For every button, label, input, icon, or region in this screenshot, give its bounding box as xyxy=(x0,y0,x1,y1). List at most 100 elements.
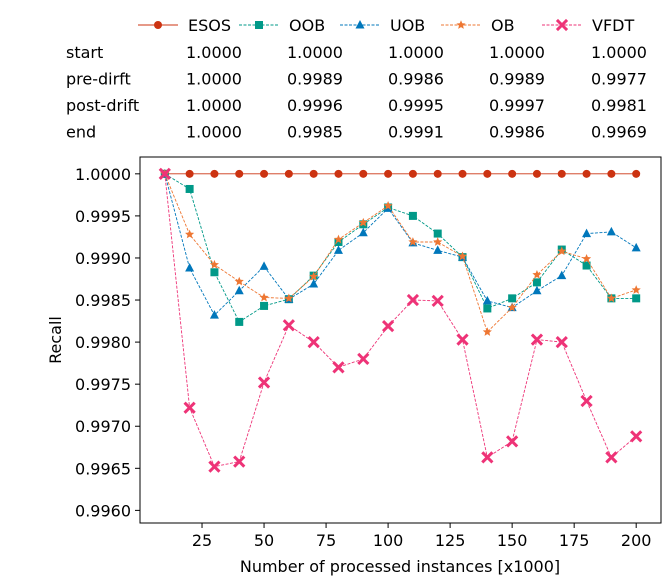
data-point-uob xyxy=(234,285,244,295)
data-point-uob xyxy=(606,226,616,236)
data-point-vfdt xyxy=(530,333,544,346)
legend-item-esos: ESOS xyxy=(138,16,231,35)
table-cell: 0.9981 xyxy=(591,96,647,115)
series-line-vfdt xyxy=(164,173,637,468)
data-point-ob xyxy=(185,229,195,239)
data-point-esos xyxy=(532,169,541,178)
table-cell: 1.0000 xyxy=(591,43,647,62)
data-point-vfdt xyxy=(282,319,295,332)
data-point-ob xyxy=(532,269,542,279)
summary-table: start 1.0000 1.0000 1.0000 1.0000 1.0000 pre-d… xyxy=(66,43,647,142)
data-point-vfdt xyxy=(555,335,568,349)
plot-frame xyxy=(139,156,662,524)
table-cell: 1.0000 xyxy=(186,123,242,142)
x-tick-label: 75 xyxy=(316,531,336,550)
data-point-esos xyxy=(557,169,566,178)
y-tick-label: 0.9965 xyxy=(75,459,131,478)
table-cell: 1.0000 xyxy=(186,96,242,115)
table-cell: 1.0000 xyxy=(287,43,343,62)
data-point-ob xyxy=(433,237,443,246)
data-point-oob xyxy=(508,294,517,303)
data-point-ob xyxy=(259,292,269,302)
series-esos xyxy=(160,169,641,178)
legend-label: UOB xyxy=(390,16,425,35)
legend-label: OOB xyxy=(289,16,325,35)
data-point-vfdt xyxy=(208,460,221,473)
table-cell: 0.9986 xyxy=(489,123,545,142)
table-cell: 0.9996 xyxy=(287,96,343,115)
legend-item-uob: UOB xyxy=(340,16,425,35)
data-point-esos xyxy=(508,169,517,178)
legend: ESOS OOB UOB OB VFDT xyxy=(138,16,634,35)
data-point-ob xyxy=(408,237,418,246)
series-uob xyxy=(160,168,641,319)
y-tick-label: 0.9960 xyxy=(75,501,131,520)
x-axis-label: Number of processed instances [x1000] xyxy=(240,557,560,576)
data-point-esos xyxy=(359,169,368,178)
y-axis: 0.9960 0.9965 0.9970 0.9975 0.9980 0.9985 0.99… xyxy=(75,165,140,520)
legend-item-vfdt: VFDT xyxy=(542,16,634,35)
data-point-oob xyxy=(334,237,343,246)
data-point-vfdt xyxy=(456,333,469,346)
data-point-uob xyxy=(185,263,195,272)
y-axis-label: Recall xyxy=(46,316,65,364)
legend-label: OB xyxy=(491,16,515,35)
data-point-uob xyxy=(209,310,219,319)
data-point-esos xyxy=(185,169,194,178)
data-point-ob xyxy=(333,234,344,244)
table-cell: 0.9986 xyxy=(388,70,444,89)
data-point-vfdt xyxy=(257,376,271,389)
table-row-label: end xyxy=(66,123,96,142)
data-point-vfdt xyxy=(357,352,370,366)
data-point-ob xyxy=(507,302,517,312)
data-point-esos xyxy=(235,169,244,178)
y-tick-label: 0.9980 xyxy=(75,333,131,352)
data-point-ob xyxy=(606,293,616,303)
x-tick-label: 200 xyxy=(621,531,652,550)
table-cell: 0.9989 xyxy=(287,70,343,89)
table-cell: 1.0000 xyxy=(186,43,242,62)
data-point-oob xyxy=(433,229,442,238)
y-tick-label: 0.9975 xyxy=(75,375,131,394)
data-point-uob xyxy=(333,245,343,254)
data-point-esos xyxy=(260,169,269,178)
table-cell: 1.0000 xyxy=(489,43,545,62)
table-row-label: start xyxy=(66,43,103,62)
data-point-vfdt xyxy=(183,401,196,414)
legend-label: ESOS xyxy=(188,16,231,35)
data-point-oob xyxy=(632,294,641,303)
data-point-esos xyxy=(408,169,417,178)
data-point-oob xyxy=(185,184,194,193)
legend-marker xyxy=(555,18,569,32)
series-line-oob xyxy=(164,173,637,323)
x-tick-label: 50 xyxy=(254,531,274,550)
data-point-oob xyxy=(210,268,219,277)
data-point-oob xyxy=(582,261,591,270)
y-tick-label: 0.9970 xyxy=(75,417,131,436)
data-point-oob xyxy=(235,317,244,326)
data-point-esos xyxy=(607,169,616,178)
table-cell: 0.9989 xyxy=(489,70,545,89)
legend-marker xyxy=(255,21,263,29)
x-tick-label: 25 xyxy=(192,531,212,550)
legend-marker xyxy=(355,20,365,29)
data-point-vfdt xyxy=(605,451,618,464)
x-tick-label: 150 xyxy=(497,531,528,550)
data-point-uob xyxy=(309,279,319,288)
y-tick-label: 0.9995 xyxy=(75,207,131,226)
legend-marker xyxy=(456,20,466,29)
data-point-esos xyxy=(284,169,293,178)
data-point-uob xyxy=(433,245,443,254)
table-cell: 0.9997 xyxy=(489,96,545,115)
table-cell: 0.9995 xyxy=(388,96,444,115)
y-tick-label: 0.9985 xyxy=(75,291,131,310)
data-point-esos xyxy=(309,169,318,178)
data-point-ob xyxy=(457,251,468,261)
y-tick-label: 0.9990 xyxy=(75,249,131,268)
x-tick-label: 175 xyxy=(559,531,590,550)
data-point-ob xyxy=(557,246,567,256)
data-point-ob xyxy=(631,285,641,294)
data-point-vfdt xyxy=(158,167,171,180)
table-row-label: post-drift xyxy=(66,96,139,115)
